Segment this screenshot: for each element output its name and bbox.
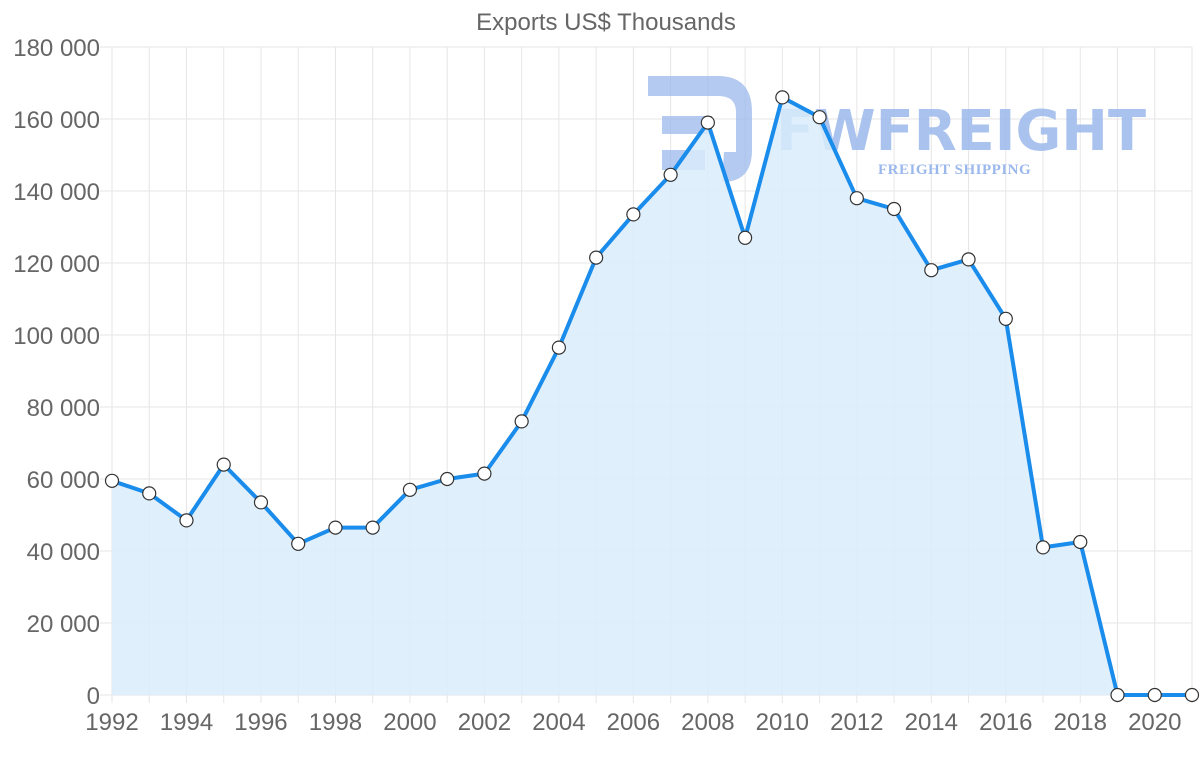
data-point	[440, 471, 455, 487]
x-tick-label: 1994	[160, 709, 213, 736]
data-point	[589, 250, 604, 265]
x-tick-label: 2004	[532, 709, 585, 736]
data-point	[365, 520, 380, 535]
x-tick-label: 2000	[383, 709, 436, 736]
x-tick-label: 1992	[85, 709, 138, 736]
data-point	[849, 191, 864, 206]
watermark-emblem	[648, 76, 752, 182]
data-point	[328, 520, 343, 535]
data-point	[924, 263, 939, 278]
data-point	[961, 252, 976, 267]
data-point	[1110, 687, 1125, 703]
data-point	[104, 473, 120, 488]
y-tick-label: 80 000	[27, 395, 100, 422]
data-point	[477, 466, 492, 481]
data-point	[179, 513, 194, 528]
data-point	[1147, 687, 1162, 703]
data-point	[886, 201, 902, 217]
x-tick-label: 2014	[905, 709, 958, 736]
data-point	[551, 340, 566, 355]
data-point	[626, 207, 641, 222]
data-point	[1035, 540, 1051, 555]
x-axis-labels: 1992 1994 1996 1998 2000 2002 2004 2006 2008 2010…	[85, 709, 1181, 736]
data-point	[700, 115, 715, 130]
y-tick-label: 40 000	[27, 539, 100, 566]
data-point	[402, 482, 418, 497]
y-tick-label: 180 000	[13, 35, 100, 62]
data-points	[104, 90, 1200, 703]
series-line	[111, 95, 1192, 697]
x-tick-label: 2016	[979, 709, 1032, 736]
data-point	[291, 536, 306, 551]
x-tick-label: 2008	[681, 709, 734, 736]
y-tick-label: 100 000	[13, 323, 100, 350]
data-point	[998, 311, 1013, 326]
x-tick-label: 2002	[458, 709, 511, 736]
data-point	[1184, 687, 1200, 703]
y-tick-label: 120 000	[13, 251, 100, 278]
y-axis-labels: 0 20 000 40 000 60 000 80 000 100 000 120 000 1…	[13, 35, 100, 710]
series-area-fill	[112, 97, 1192, 695]
data-point	[142, 486, 157, 501]
y-tick-label: 60 000	[27, 467, 100, 494]
x-tick-label: 2010	[756, 709, 809, 736]
data-point	[514, 414, 529, 429]
watermark-logo: FWFREIGHT FREIGHT SHIPPING	[648, 76, 1146, 182]
x-tick-label: 2020	[1128, 709, 1181, 736]
x-tick-label: 2006	[607, 709, 660, 736]
x-tick-label: 2018	[1054, 709, 1107, 736]
y-tick-label: 0	[87, 683, 100, 710]
x-tick-label: 1996	[234, 709, 287, 736]
data-point	[253, 495, 269, 510]
y-tick-label: 160 000	[13, 107, 100, 134]
series-area	[112, 97, 1192, 695]
y-tick-label: 20 000	[27, 611, 100, 638]
x-tick-label: 1998	[309, 709, 362, 736]
series-line-path	[111, 95, 1192, 697]
y-tick-label: 140 000	[13, 179, 100, 206]
data-point	[738, 230, 753, 245]
data-point	[216, 457, 231, 472]
data-point	[663, 167, 678, 182]
data-point	[1073, 534, 1088, 550]
data-point	[812, 110, 827, 125]
data-point	[775, 90, 790, 105]
watermark-tagline: FREIGHT SHIPPING	[878, 162, 1031, 178]
x-tick-label: 2012	[830, 709, 883, 736]
chart-title: Exports US$ Thousands	[476, 9, 736, 36]
